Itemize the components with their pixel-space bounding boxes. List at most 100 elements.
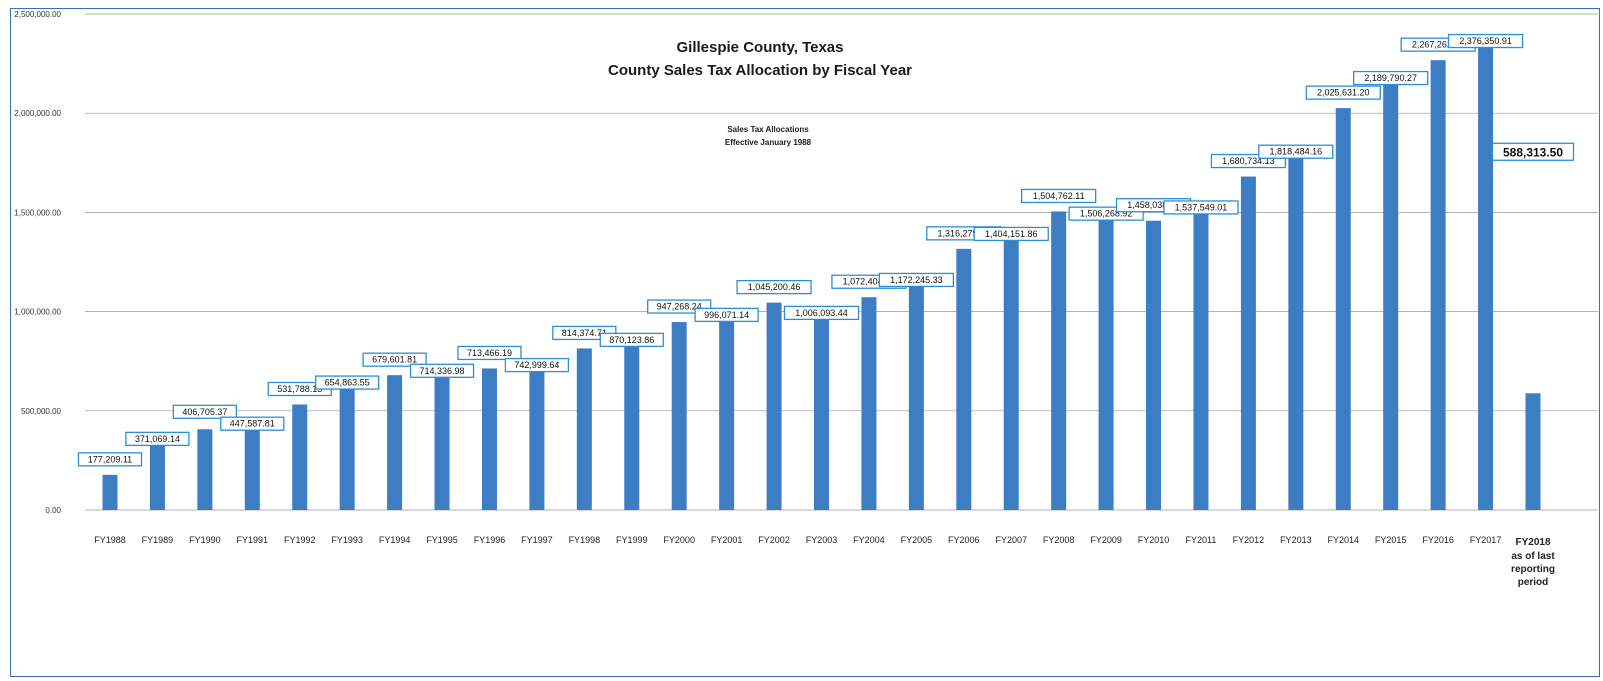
x-tick-label: FY2003 bbox=[806, 535, 838, 545]
bar-fy2014 bbox=[1335, 108, 1351, 510]
data-label: 1,172,245.33 bbox=[890, 275, 943, 285]
x-tick-label: FY2015 bbox=[1375, 535, 1407, 545]
x-tick-label: FY2000 bbox=[663, 535, 695, 545]
bar-fy1993 bbox=[339, 380, 355, 510]
x-tick-label: FY2004 bbox=[853, 535, 885, 545]
data-label-box bbox=[315, 375, 380, 390]
data-label: 870,123.86 bbox=[609, 335, 654, 345]
bar-fy2011 bbox=[1193, 204, 1209, 511]
x-tick-label: FY1997 bbox=[521, 535, 553, 545]
data-label: 1,458,038.85 bbox=[1127, 200, 1180, 210]
x-tick-label: FY2007 bbox=[995, 535, 1027, 545]
data-label: 814,374.71 bbox=[562, 328, 607, 338]
x-tick-label: FY2005 bbox=[901, 535, 933, 545]
bar-fy2010 bbox=[1146, 220, 1162, 510]
x-tick-label: FY2012 bbox=[1233, 535, 1265, 545]
bar-fy1991 bbox=[244, 421, 260, 510]
x-tick-label: FY2001 bbox=[711, 535, 743, 545]
data-label: 1,680,734.13 bbox=[1222, 156, 1275, 166]
y-tick-label: 2,000,000.00 bbox=[14, 109, 61, 118]
data-label-box bbox=[1021, 188, 1097, 204]
x-tick-label: FY2014 bbox=[1328, 535, 1360, 545]
x-tick-label: FY1993 bbox=[331, 535, 363, 545]
data-label-box bbox=[457, 345, 522, 361]
data-label-box bbox=[599, 332, 664, 348]
bar-fy1998 bbox=[576, 348, 592, 510]
data-label: 1,506,268.92 bbox=[1080, 209, 1133, 219]
x-tick-label: FY2013 bbox=[1280, 535, 1312, 545]
bar-fy2003 bbox=[814, 310, 829, 510]
x-tick-label: FY1996 bbox=[474, 535, 506, 545]
data-label: 679,601.81 bbox=[372, 355, 417, 365]
data-label-box bbox=[1258, 144, 1334, 159]
data-label: 447,587.81 bbox=[230, 419, 275, 429]
data-label: 654,863.55 bbox=[325, 378, 370, 388]
chart-subtitle: County Sales Tax Allocation by Fiscal Ye… bbox=[608, 62, 912, 79]
data-label-box bbox=[409, 363, 475, 378]
x-tick-label: FY2010 bbox=[1138, 535, 1170, 545]
data-label: 2,189,790.27 bbox=[1364, 73, 1417, 83]
data-label-box bbox=[362, 352, 427, 367]
bar-fy1995 bbox=[434, 368, 450, 510]
data-label: 1,316,279.78 bbox=[938, 228, 991, 238]
x-tick-label-note: period bbox=[1518, 577, 1549, 588]
data-label: 1,072,404.53 bbox=[843, 277, 896, 287]
data-label: 371,069.14 bbox=[135, 434, 180, 444]
bar-fy1992 bbox=[292, 404, 308, 510]
data-label: 2,025,631.20 bbox=[1317, 88, 1370, 98]
x-tick-label-note: reporting bbox=[1511, 564, 1555, 575]
x-tick-label-note: as of last bbox=[1511, 551, 1555, 562]
x-tick-label: FY2006 bbox=[948, 535, 980, 545]
data-label-box bbox=[878, 272, 955, 288]
x-tick-label: FY1991 bbox=[237, 535, 269, 545]
data-label-box bbox=[694, 307, 759, 323]
x-tick-label: FY2009 bbox=[1090, 535, 1122, 545]
data-label: 1,045,200.46 bbox=[748, 282, 801, 292]
data-label-box bbox=[1491, 142, 1575, 161]
bar-fy2008 bbox=[1051, 211, 1067, 510]
data-label: 996,071.14 bbox=[704, 310, 749, 320]
bar-fy1990 bbox=[197, 429, 213, 510]
data-label: 1,404,151.86 bbox=[985, 229, 1038, 239]
bar-fy2001 bbox=[719, 312, 735, 510]
data-label-box bbox=[736, 279, 812, 295]
data-label: 742,999.64 bbox=[514, 360, 559, 370]
data-label: 714,336.98 bbox=[420, 366, 465, 376]
bar-fy1988 bbox=[102, 474, 118, 510]
data-label: 2,267,262.99 bbox=[1412, 40, 1465, 50]
bar-fy2018 bbox=[1525, 393, 1541, 510]
x-tick-label: FY2017 bbox=[1470, 535, 1502, 545]
chart-title: Gillespie County, Texas bbox=[677, 39, 844, 56]
data-label-box bbox=[1305, 85, 1381, 100]
annotation-line-1: Sales Tax Allocations bbox=[727, 125, 809, 134]
x-tick-label: FY1999 bbox=[616, 535, 648, 545]
data-label: 713,466.19 bbox=[467, 348, 512, 358]
data-label-box bbox=[77, 452, 143, 467]
bar-fy2012 bbox=[1240, 176, 1256, 510]
x-tick-label: FY1995 bbox=[426, 535, 458, 545]
data-label-box bbox=[1353, 70, 1429, 86]
bars bbox=[102, 38, 1541, 511]
bar-fy2016 bbox=[1430, 60, 1446, 511]
x-tick-label: FY1990 bbox=[189, 535, 221, 545]
x-tick-label: FY2002 bbox=[758, 535, 790, 545]
bar-fy2007 bbox=[1003, 231, 1019, 511]
x-tick-label: FY2008 bbox=[1043, 535, 1075, 545]
bar-fy1996 bbox=[481, 368, 497, 510]
x-tick-label: FY2018 bbox=[1515, 537, 1550, 548]
y-axis-ticks: 0.00 500,000.00 1,000,000.00 1,500,000.00 2,… bbox=[14, 10, 61, 515]
data-label: 1,818,484.16 bbox=[1270, 147, 1323, 157]
data-label-box bbox=[125, 431, 190, 447]
bar-fy1989 bbox=[149, 436, 165, 510]
data-label-box bbox=[1447, 33, 1524, 49]
data-label-box bbox=[783, 305, 860, 321]
y-tick-label: 500,000.00 bbox=[21, 407, 62, 416]
x-tick-label: FY2011 bbox=[1186, 535, 1217, 545]
bar-fy2004 bbox=[861, 297, 877, 510]
data-label: 1,006,093.44 bbox=[795, 308, 848, 318]
bar-fy1997 bbox=[529, 362, 545, 510]
data-label: 947,268.24 bbox=[657, 302, 702, 312]
bar-fy1994 bbox=[387, 375, 403, 510]
